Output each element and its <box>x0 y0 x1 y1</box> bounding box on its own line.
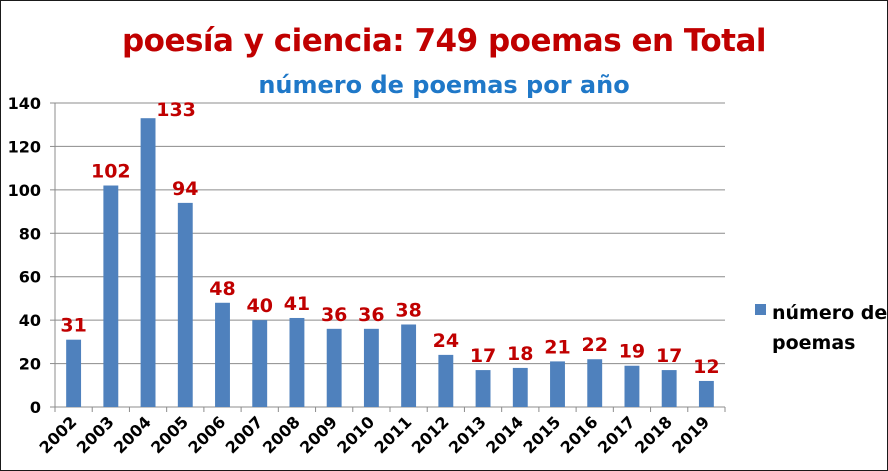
bar <box>438 354 454 407</box>
data-label: 12 <box>693 356 719 378</box>
data-label: 133 <box>156 99 196 121</box>
y-tick-label: 60 <box>19 268 41 287</box>
x-tick-label: 2010 <box>333 412 378 457</box>
x-tick-label: 2012 <box>408 412 453 457</box>
bar <box>624 365 640 407</box>
data-label: 36 <box>321 304 347 326</box>
bar <box>103 185 119 407</box>
bar <box>475 370 491 407</box>
y-tick-label: 140 <box>8 94 41 113</box>
x-tick-label: 2014 <box>482 412 527 457</box>
bar <box>177 202 193 407</box>
bar <box>289 317 305 407</box>
bar <box>698 380 714 407</box>
data-label: 41 <box>284 293 310 315</box>
bar <box>252 320 268 407</box>
data-label: 22 <box>581 334 607 356</box>
chart-title: poesía y ciencia: 749 poemas en Total <box>121 23 767 59</box>
bar <box>512 367 528 407</box>
data-label: 31 <box>60 315 86 337</box>
legend-swatch <box>755 304 766 315</box>
y-tick-label: 80 <box>19 224 41 243</box>
y-tick-label: 100 <box>8 181 41 200</box>
bar <box>363 328 379 407</box>
legend: número de poemas <box>755 298 888 358</box>
bar <box>587 359 603 407</box>
x-tick-label: 2005 <box>147 412 192 457</box>
bar <box>66 339 82 407</box>
x-tick-label: 2015 <box>519 412 564 457</box>
x-tick-label: 2017 <box>594 412 639 457</box>
x-tick-label: 2019 <box>668 412 713 457</box>
data-label: 38 <box>395 299 421 321</box>
data-label: 102 <box>91 161 131 183</box>
data-label: 48 <box>209 278 235 300</box>
y-tick-label: 40 <box>19 311 41 330</box>
y-tick-label: 0 <box>30 398 41 417</box>
bar <box>661 370 677 407</box>
bar <box>401 324 417 407</box>
data-label: 94 <box>172 178 198 200</box>
bar <box>215 302 230 407</box>
data-label: 18 <box>507 343 533 365</box>
x-tick-label: 2002 <box>36 412 81 457</box>
bar <box>140 118 156 407</box>
data-label: 19 <box>619 341 645 363</box>
x-tick-label: 2009 <box>296 412 341 457</box>
x-tick-label: 2003 <box>73 412 118 457</box>
x-tick-label: 2008 <box>259 412 304 457</box>
data-label: 17 <box>656 345 682 367</box>
y-tick-label: 20 <box>19 355 41 374</box>
data-label: 17 <box>470 345 496 367</box>
bar <box>550 361 565 407</box>
data-label: 36 <box>358 304 384 326</box>
x-tick-label: 2006 <box>184 412 229 457</box>
data-label: 24 <box>433 330 459 352</box>
data-label: 40 <box>246 295 272 317</box>
x-tick-label: 2004 <box>110 412 155 457</box>
data-label: 21 <box>544 336 570 358</box>
chart-subtitle: número de poemas por año <box>258 71 630 99</box>
x-tick-label: 2018 <box>631 412 676 457</box>
y-tick-label: 120 <box>8 137 41 156</box>
x-tick-label: 2016 <box>557 412 602 457</box>
x-tick-label: 2013 <box>445 412 490 457</box>
x-tick-label: 2007 <box>222 412 267 457</box>
x-tick-label: 2011 <box>371 412 416 457</box>
legend-label: número de poemas <box>772 302 888 354</box>
bar <box>326 328 342 407</box>
